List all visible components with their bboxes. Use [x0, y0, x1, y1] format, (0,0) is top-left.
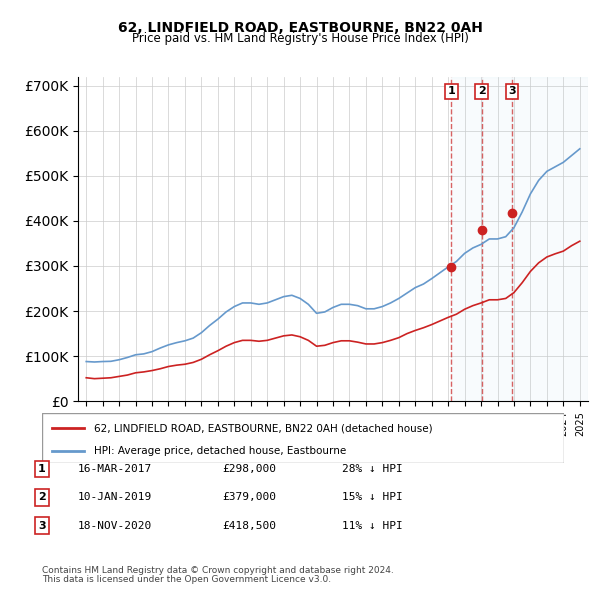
Text: 18-NOV-2020: 18-NOV-2020	[78, 521, 152, 530]
Text: 15% ↓ HPI: 15% ↓ HPI	[342, 493, 403, 502]
Text: 62, LINDFIELD ROAD, EASTBOURNE, BN22 0AH: 62, LINDFIELD ROAD, EASTBOURNE, BN22 0AH	[118, 21, 482, 35]
Text: 3: 3	[508, 86, 516, 96]
Text: 2: 2	[38, 493, 46, 502]
Bar	[512, 77, 588, 401]
Text: 3: 3	[38, 521, 46, 530]
Text: Price paid vs. HM Land Registry's House Price Index (HPI): Price paid vs. HM Land Registry's House …	[131, 32, 469, 45]
Text: 28% ↓ HPI: 28% ↓ HPI	[342, 464, 403, 474]
Text: 1: 1	[448, 86, 455, 96]
Text: 16-MAR-2017: 16-MAR-2017	[78, 464, 152, 474]
Text: HPI: Average price, detached house, Eastbourne: HPI: Average price, detached house, East…	[94, 445, 346, 455]
Text: 62, LINDFIELD ROAD, EASTBOURNE, BN22 0AH (detached house): 62, LINDFIELD ROAD, EASTBOURNE, BN22 0AH…	[94, 423, 433, 433]
Text: 2: 2	[478, 86, 485, 96]
Text: This data is licensed under the Open Government Licence v3.0.: This data is licensed under the Open Gov…	[42, 575, 331, 584]
Bar	[451, 77, 482, 401]
Text: £298,000: £298,000	[222, 464, 276, 474]
FancyBboxPatch shape	[42, 413, 564, 463]
Bar	[482, 77, 512, 401]
Text: 11% ↓ HPI: 11% ↓ HPI	[342, 521, 403, 530]
Text: 10-JAN-2019: 10-JAN-2019	[78, 493, 152, 502]
Text: Contains HM Land Registry data © Crown copyright and database right 2024.: Contains HM Land Registry data © Crown c…	[42, 566, 394, 575]
Text: £379,000: £379,000	[222, 493, 276, 502]
Text: 1: 1	[38, 464, 46, 474]
Text: £418,500: £418,500	[222, 521, 276, 530]
